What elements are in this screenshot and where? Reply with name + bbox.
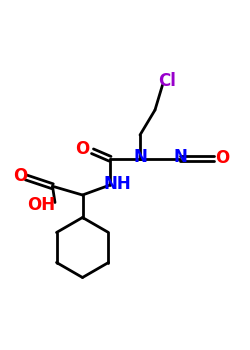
Text: OH: OH [27, 196, 55, 215]
Text: Cl: Cl [158, 71, 176, 90]
Text: N: N [173, 148, 187, 167]
Text: NH: NH [104, 175, 132, 193]
Text: O: O [75, 140, 90, 158]
Text: O: O [13, 167, 27, 185]
Text: N: N [133, 148, 147, 167]
Text: O: O [216, 149, 230, 167]
